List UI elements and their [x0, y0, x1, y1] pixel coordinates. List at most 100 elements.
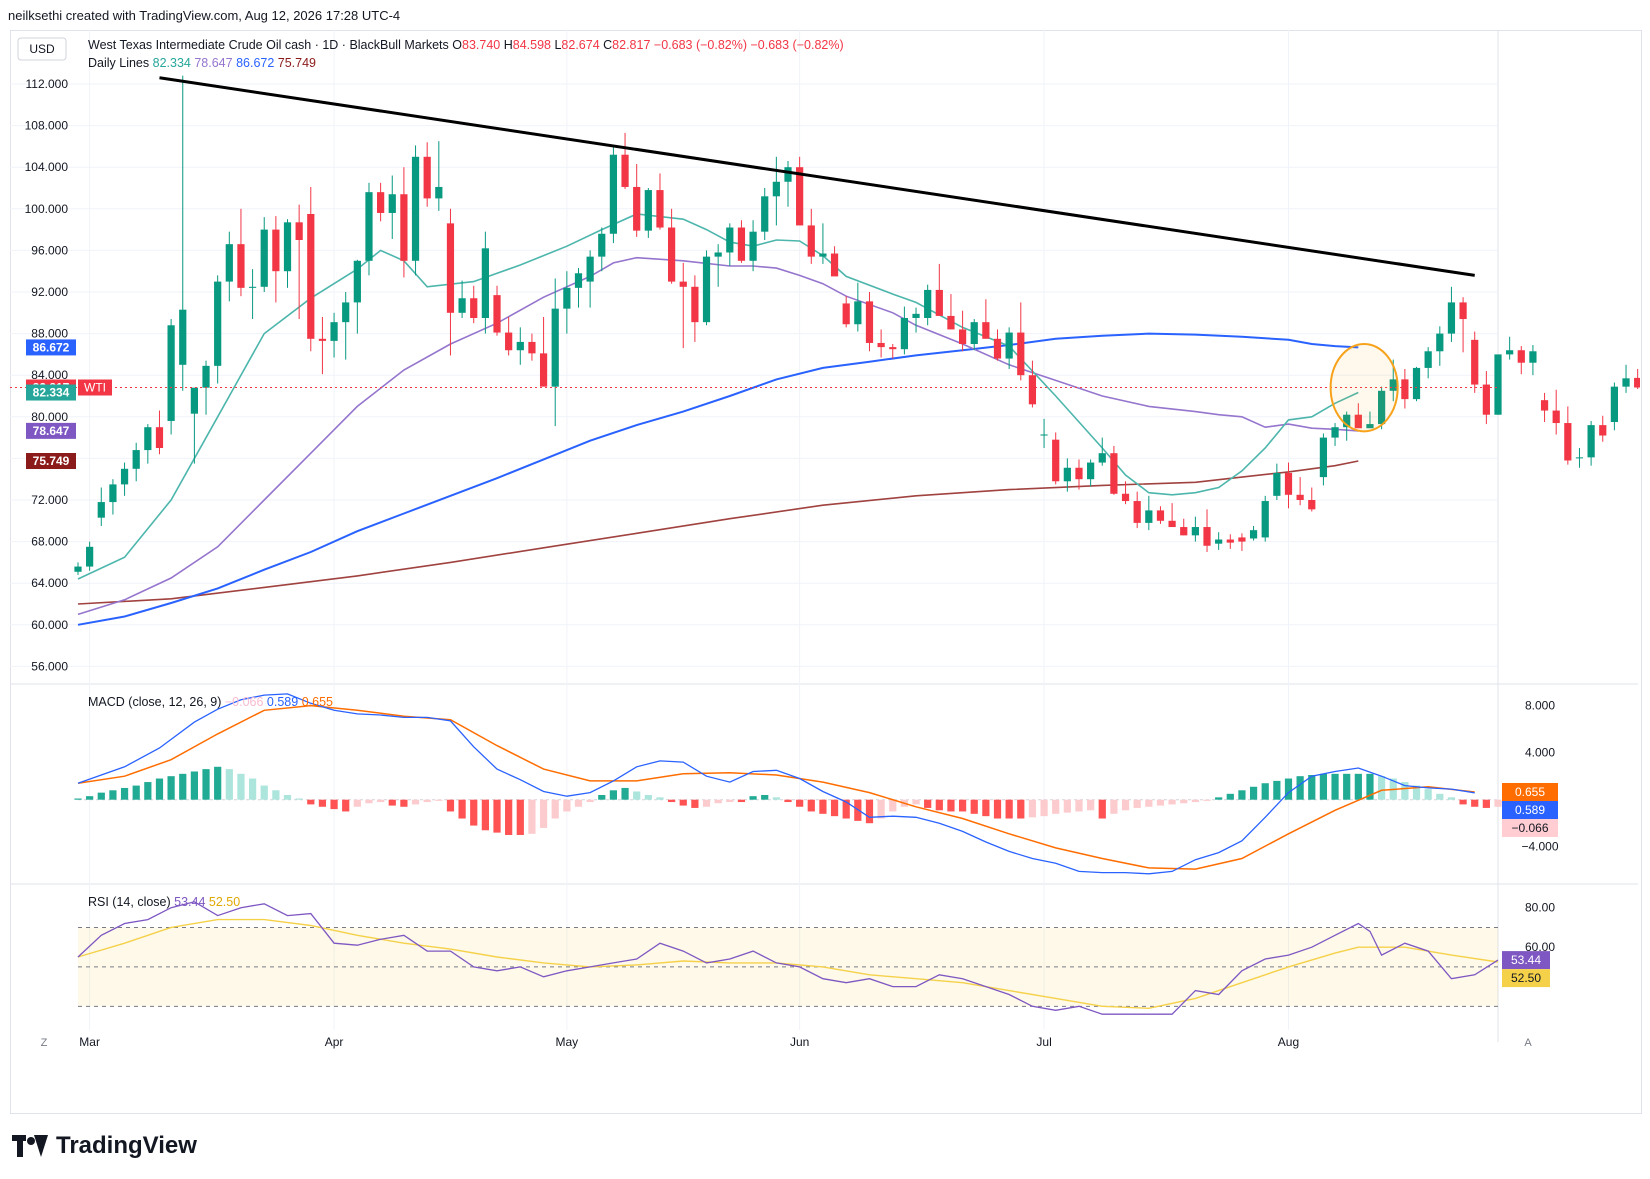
- currency-button[interactable]: [17, 37, 67, 61]
- rsi-pane: [77, 901, 1499, 1015]
- macd-histogram-bar: [912, 799, 920, 805]
- macd-histogram-bar: [190, 771, 199, 800]
- candle-body: [1028, 375, 1037, 405]
- y-tick-label: 56.000: [31, 659, 68, 673]
- macd-histogram-bar: [539, 799, 548, 828]
- candle-body: [260, 229, 268, 287]
- candle-body: [470, 298, 478, 318]
- daily-lines-value: 86.672: [236, 56, 278, 70]
- macd-histogram-bar: [1424, 789, 1432, 800]
- candle-body: [272, 229, 280, 272]
- macd-value-box: [1502, 818, 1558, 837]
- macd-histogram-bar: [1296, 776, 1304, 800]
- legend-title: West Texas Intermediate Crude Oil cash ·…: [88, 38, 844, 52]
- candle-body: [1145, 510, 1153, 523]
- candle-body: [330, 322, 338, 341]
- candle-body: [1017, 332, 1025, 376]
- candle-body: [1412, 367, 1421, 400]
- macd-histogram-bar: [481, 799, 489, 831]
- macd-histogram-bar: [1145, 799, 1153, 807]
- x-tick-label: Jul: [1036, 1035, 1051, 1049]
- candle-body: [644, 190, 652, 231]
- macd-histogram-bar: [1005, 799, 1013, 819]
- macd-histogram-bar: [679, 799, 687, 806]
- candle-body: [190, 387, 199, 414]
- z-corner-button[interactable]: Z: [41, 1037, 48, 1049]
- macd-histogram-bar: [784, 799, 792, 803]
- candle-body: [1494, 354, 1502, 415]
- candle-body: [702, 256, 711, 323]
- sma200-line: [77, 460, 1359, 605]
- macd-histogram-bar: [423, 799, 431, 803]
- candle-body: [1087, 462, 1095, 480]
- candle-body: [679, 281, 687, 287]
- macd-histogram-bar: [1447, 797, 1456, 800]
- macd-histogram-bar: [1180, 799, 1188, 804]
- rsi-legend: RSI (14, close) 53.44 52.50: [88, 895, 240, 909]
- macd-y-tick: 4.000: [1525, 746, 1555, 760]
- macd-histogram-bar: [353, 799, 361, 807]
- macd-histogram-bar: [1331, 773, 1339, 800]
- macd-histogram-bar: [388, 799, 396, 806]
- candle-body: [796, 167, 804, 226]
- candle-body: [74, 566, 82, 572]
- y-tick-label: 68.000: [31, 535, 68, 549]
- candle-body: [353, 260, 361, 303]
- chart-canvas[interactable]: 56.00060.00064.00068.00072.00076.00080.0…: [10, 30, 1640, 1112]
- candle-body: [924, 289, 932, 318]
- macd-legend-hist: −0.066: [225, 695, 267, 709]
- candle-body: [1389, 379, 1397, 391]
- auto-scale-button[interactable]: A: [1524, 1037, 1532, 1049]
- macd-histogram-bar: [842, 799, 850, 819]
- macd-histogram-bar: [179, 773, 187, 800]
- macd-histogram-bar: [1098, 799, 1106, 819]
- price-label-text: 75.749: [33, 454, 70, 468]
- macd-histogram-bar: [1017, 799, 1025, 819]
- candle-body: [1121, 493, 1130, 502]
- candle-body: [1273, 472, 1281, 496]
- candle-body: [656, 190, 664, 228]
- macd-histogram-bar: [155, 778, 164, 800]
- candle-body: [1401, 379, 1409, 400]
- candle-body: [1610, 386, 1619, 422]
- candle-body: [1424, 351, 1432, 368]
- macd-histogram-bar: [970, 799, 978, 814]
- candle-body: [1133, 501, 1141, 523]
- macd-histogram-bar: [86, 796, 94, 800]
- macd-signal-line: [77, 704, 1475, 870]
- rsi-value-text: 52.50: [1511, 971, 1541, 985]
- attribution-text: neilksethi created with TradingView.com,…: [8, 8, 401, 23]
- macd-histogram-bar: [749, 796, 757, 800]
- candle-body: [1308, 500, 1316, 510]
- macd-histogram-bar: [1028, 799, 1037, 818]
- price-tag-box: [78, 379, 112, 396]
- y-tick-label: 112.000: [26, 77, 69, 91]
- candle-body: [551, 308, 559, 387]
- macd-histogram-bar: [435, 799, 443, 801]
- price-label-box: [26, 422, 76, 439]
- macd-histogram-bar: [1121, 799, 1130, 811]
- macd-y-tick: 8.000: [1525, 699, 1555, 713]
- macd-histogram-bar: [563, 799, 571, 812]
- macd-histogram-bar: [132, 785, 140, 800]
- candle-body: [446, 223, 455, 313]
- macd-histogram-bar: [1319, 773, 1328, 800]
- candle-body: [528, 341, 536, 354]
- legend: USD West Texas Intermediate Crude Oil cas…: [17, 37, 844, 909]
- rsi-value-text: 53.44: [1511, 953, 1541, 967]
- candle-body: [889, 347, 897, 350]
- macd-histogram-bar: [633, 791, 641, 800]
- candle-body: [609, 154, 618, 234]
- candle-body: [726, 227, 734, 253]
- candle-body: [1284, 472, 1293, 495]
- macd-histogram-bar: [1215, 797, 1223, 800]
- macd-histogram-bar: [644, 794, 652, 800]
- candle-body: [947, 315, 955, 330]
- macd-histogram-bar: [958, 799, 967, 812]
- macd-histogram-bar: [667, 799, 676, 803]
- candle-body: [167, 325, 175, 421]
- macd-histogram-bar: [807, 799, 815, 812]
- candle-body: [516, 341, 524, 351]
- candle-body: [772, 181, 780, 197]
- candle-body: [1529, 351, 1537, 363]
